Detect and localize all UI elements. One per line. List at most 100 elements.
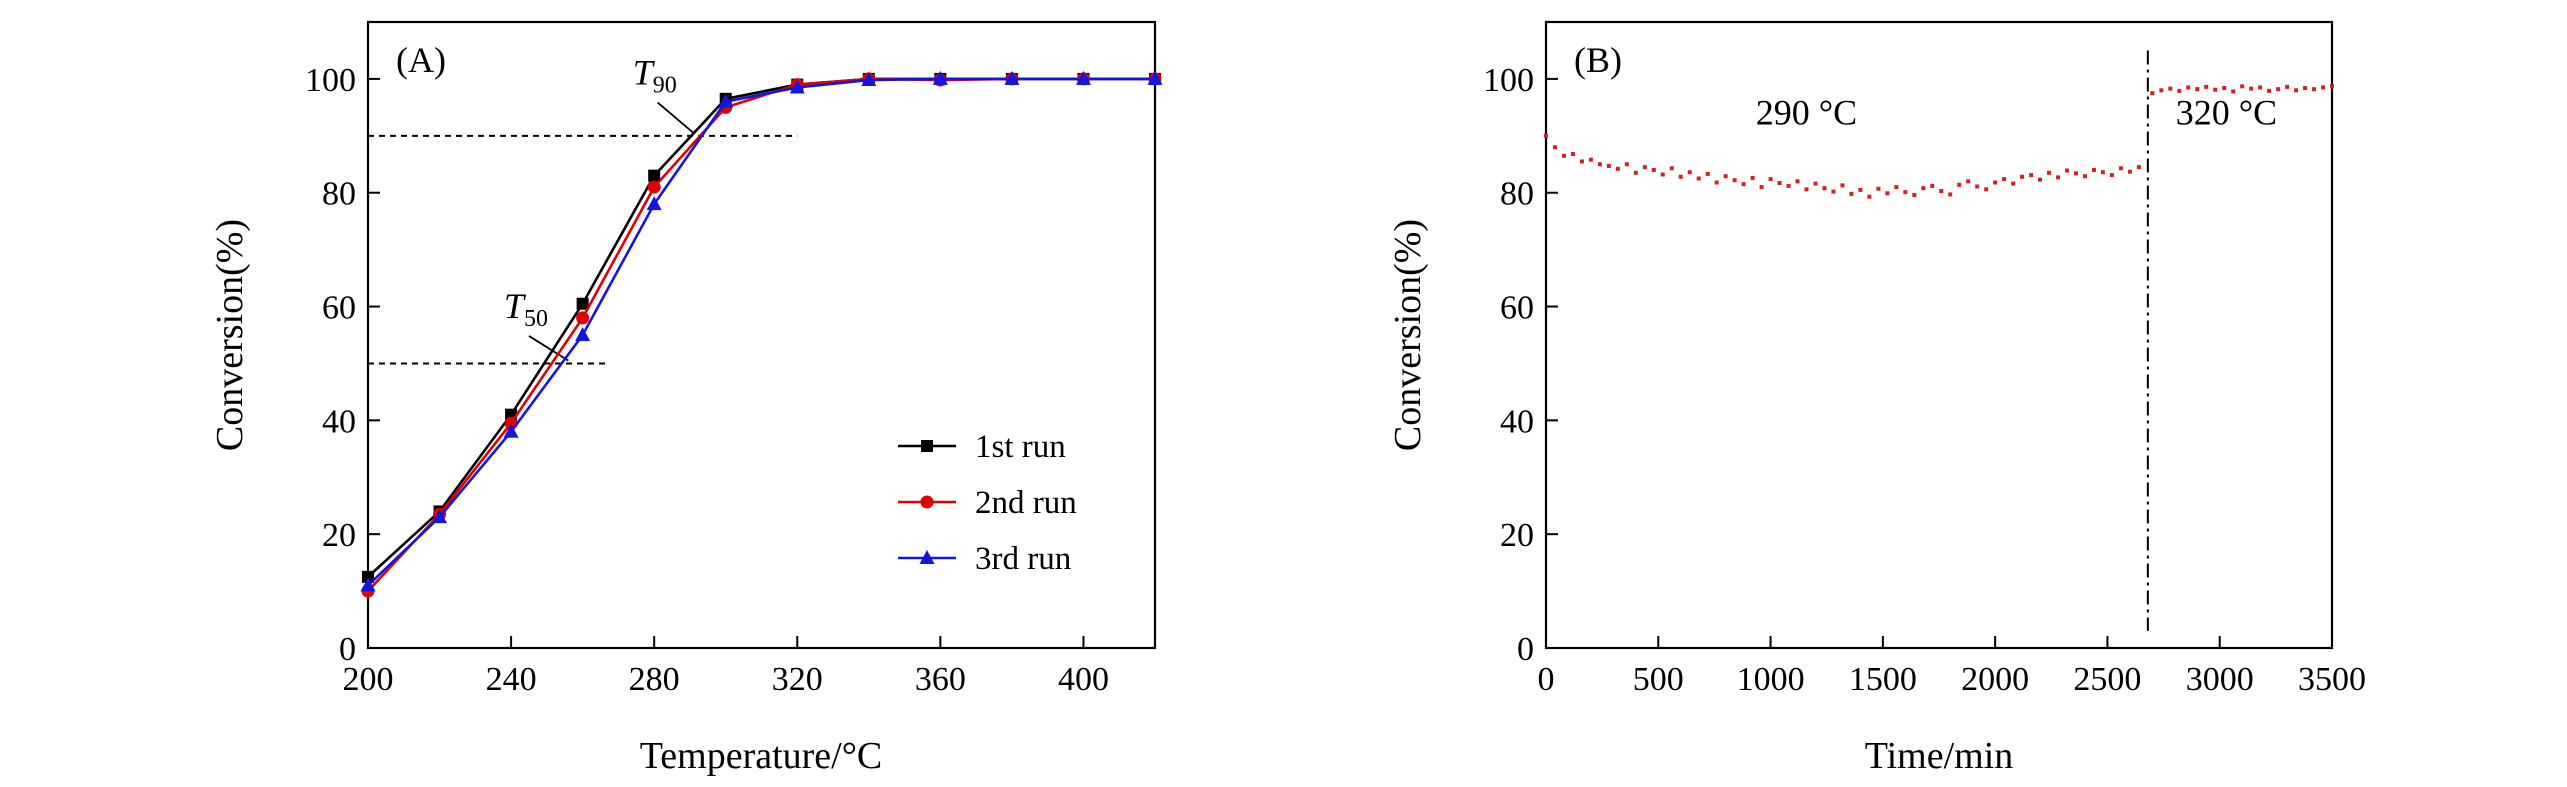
chart-b-point xyxy=(1741,182,1746,187)
chart-b-x-tick-label: 1000 xyxy=(1737,661,1805,698)
chart-b-annotation: 290 °C xyxy=(1756,92,1857,132)
chart-b-point xyxy=(2258,85,2263,90)
chart-b-point xyxy=(1822,186,1827,191)
chart-b-point xyxy=(1840,183,1845,188)
chart-a-plot-frame xyxy=(366,20,1157,650)
chart-b-point xyxy=(1561,153,1566,158)
chart-a-y-axis-label: Conversion(%) xyxy=(209,219,251,451)
chart-a-ref-label-90: T90 xyxy=(633,53,677,99)
chart-b-point xyxy=(2020,174,2025,179)
chart-b-point xyxy=(1930,183,1935,188)
chart-a-x-axis-label: Temperature/°C xyxy=(640,735,883,777)
chart-b-x-tick-label: 3500 xyxy=(2298,661,2366,698)
chart-a-point xyxy=(1147,70,1163,85)
chart-b-point xyxy=(1984,187,1989,192)
chart-b-point xyxy=(1579,159,1584,164)
chart-b-point xyxy=(2056,175,2061,180)
chart-b-point xyxy=(2294,88,2299,93)
chart-a-series-line xyxy=(367,77,1155,587)
chart-b-point xyxy=(2321,85,2326,90)
chart-b-point xyxy=(2118,166,2123,171)
chart-b-point xyxy=(2240,84,2245,89)
chart-b-point xyxy=(1642,165,1647,170)
chart-a-y-tick-label: 60 xyxy=(322,290,356,327)
chart-a-reference-lines: T90 T50 xyxy=(368,53,798,365)
chart-a-point xyxy=(647,180,661,194)
chart-b-point xyxy=(1544,133,1548,138)
chart-b-ticks: 0 500 1000 1500 2000 2500 3000 3500 0 20 40 60 80 100 xyxy=(1483,62,2366,698)
chart-b-point xyxy=(2127,169,2132,174)
chart-b-point xyxy=(2159,88,2164,93)
chart-a-point xyxy=(503,423,519,438)
chart-a-series xyxy=(360,70,1163,598)
chart-b-point xyxy=(1768,177,1773,182)
chart-a-point xyxy=(646,196,662,211)
chart-b-point xyxy=(1885,191,1890,196)
chart-a-point xyxy=(648,169,661,182)
chart-b-point xyxy=(2038,177,2043,182)
chart-b-point xyxy=(2204,84,2209,89)
legend-label: 1st run xyxy=(975,429,1066,465)
chart-b-series xyxy=(1544,50,2334,631)
chart-b-point xyxy=(1894,185,1899,190)
chart-b-point xyxy=(2213,87,2218,92)
chart-b-point xyxy=(2186,85,2191,90)
chart-b-x-tick-label: 1500 xyxy=(1849,661,1917,698)
chart-b-point xyxy=(1939,189,1944,194)
chart-b-point xyxy=(1705,171,1710,176)
chart-a-ticks: 200 240 280 320 360 400 0 20 40 60 80 100 xyxy=(305,62,1109,698)
chart-b-x-tick-label: 2000 xyxy=(1961,661,2029,698)
chart-b-point xyxy=(2330,84,2334,89)
chart-b-point xyxy=(2168,86,2173,91)
chart-a-x-tick-label: 240 xyxy=(486,661,537,698)
chart-b-point xyxy=(1858,187,1863,192)
chart-b-point xyxy=(1921,186,1926,191)
chart-b: 0 500 1000 1500 2000 2500 3000 3500 0 20 40 60 80 100… xyxy=(1387,20,2366,777)
chart-b-point xyxy=(2276,87,2281,92)
chart-b-annotation: 320 °C xyxy=(2176,92,2277,132)
chart-b-x-tick-label: 500 xyxy=(1633,661,1684,698)
legend-label: 2nd run xyxy=(975,485,1077,521)
chart-a-point xyxy=(576,311,590,325)
chart-b-point xyxy=(2150,91,2155,96)
chart-b-y-tick-label: 20 xyxy=(1500,517,1534,554)
chart-b-y-tick-label: 100 xyxy=(1483,62,1534,99)
chart-b-point xyxy=(1975,184,1980,189)
chart-b-point xyxy=(1759,185,1764,190)
chart-b-point xyxy=(1696,176,1701,181)
chart-b-point xyxy=(1804,187,1809,192)
chart-b-point xyxy=(1903,190,1908,195)
chart-a-point xyxy=(861,72,877,87)
legend-marker xyxy=(920,495,934,509)
chart-b-point xyxy=(2029,173,2034,178)
chart-a-ref-leader-50 xyxy=(528,335,569,362)
chart-b-point xyxy=(1876,186,1881,191)
chart-b-point xyxy=(2285,84,2290,89)
chart-b-y-tick-label: 40 xyxy=(1500,403,1534,440)
chart-b-point xyxy=(2091,167,2096,172)
chart-b-point xyxy=(2231,89,2236,94)
legend-label: 3rd run xyxy=(975,541,1071,577)
chart-a-point xyxy=(575,327,591,341)
chart-b-plot-frame xyxy=(1544,20,2334,650)
chart-a-x-tick-label: 320 xyxy=(772,661,823,698)
chart-b-point xyxy=(1678,174,1683,179)
chart-b-point xyxy=(1750,175,1755,180)
chart-a-x-tick-label: 400 xyxy=(1058,661,1109,698)
chart-a-point xyxy=(1075,70,1091,85)
chart-b-point xyxy=(1993,180,1998,185)
chart-a: 200 240 280 320 360 400 0 20 40 60 80 100 T90 T50 (A… xyxy=(209,20,1163,777)
chart-b-point xyxy=(2047,170,2052,175)
chart-a-ref-label-50: T50 xyxy=(504,286,548,332)
chart-b-point xyxy=(1912,193,1917,198)
chart-b-y-axis-label: Conversion(%) xyxy=(1387,219,1429,451)
chart-b-point xyxy=(1867,194,1872,199)
chart-a-y-tick-label: 40 xyxy=(322,403,356,440)
chart-b-point xyxy=(2267,88,2272,93)
chart-a-point xyxy=(360,577,376,592)
chart-b-point xyxy=(2136,165,2141,170)
chart-b-point xyxy=(1570,152,1575,157)
chart-b-point xyxy=(1966,179,1971,184)
chart-a-point xyxy=(576,297,589,310)
chart-b-point xyxy=(1552,145,1557,150)
